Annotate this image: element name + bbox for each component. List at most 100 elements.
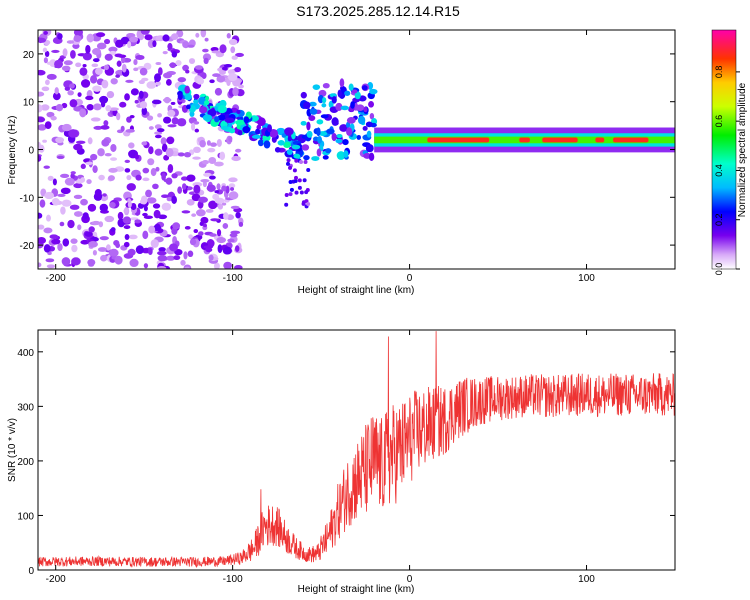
spectral-blob [361,85,368,91]
spectral-blob [44,121,52,130]
colorbar-frame [711,29,737,270]
spectral-blob [73,182,83,189]
spectral-blob [312,84,321,91]
spectral-blob [311,156,320,161]
spectral-blob [231,55,238,60]
spectral-blob [288,180,293,185]
spectral-blob [286,158,291,163]
spectral-blob [88,241,98,248]
spectral-blob [154,124,162,130]
colorbar-tick-label: 0.4 [714,164,724,177]
spectral-blob [91,63,99,68]
spectral-blob [316,148,322,157]
colorbar: 0.0 0.2 0.4 0.6 0.8 Normalized spectral ampl… [711,29,748,275]
spectral-blob [101,197,107,202]
spectral-blob [339,78,345,88]
spectral-blob [226,33,231,39]
spectral-blob [191,122,196,131]
spectral-blob [184,93,192,101]
spectral-blob [368,152,375,161]
spectral-blob [46,111,55,118]
spectral-blob [167,124,177,128]
figure-title: S173.2025.285.12.14.R15 [296,3,460,19]
spectral-blob [301,201,306,206]
spectral-blob [104,53,113,61]
spectral-blob [103,120,109,126]
spectral-blob [107,175,115,181]
spectral-blob [121,63,127,73]
spectral-blob [72,43,80,49]
spectral-blob [165,78,172,86]
spectral-blob [124,159,131,163]
y-tick-label: 400 [17,348,34,359]
spectral-blob [38,236,47,244]
spectral-blob [127,201,132,208]
spectral-blob [100,125,110,130]
spectral-blob [154,148,163,156]
spectral-blob [86,104,94,111]
spectral-blob [55,137,65,144]
spectral-blob [135,245,144,255]
spectral-blob [93,103,102,111]
spectral-blob [38,212,43,219]
spectral-blob [163,116,172,124]
spectral-blob [129,217,139,221]
spectral-blob [146,197,157,204]
spectral-blob [369,112,375,120]
spectral-blob [309,108,318,115]
spectral-blob [154,134,162,139]
spectral-blob [82,64,87,68]
spectral-blob [210,218,220,222]
spectral-blob [267,124,272,133]
spectral-blob [297,178,302,183]
spectral-blob [60,173,70,179]
spectral-blob [306,202,311,207]
spectral-blob [61,123,72,132]
spectral-blob [202,48,209,53]
spectral-blob [200,216,209,224]
spectral-blob [43,57,48,64]
spectral-blob [255,128,261,135]
spectral-blob [98,174,105,181]
spectral-blob [115,39,124,48]
spectral-blob [69,204,80,210]
spectral-blob [322,82,330,89]
spectral-blob [133,59,138,66]
spectral-blob [129,114,135,119]
spectral-blob [130,88,139,96]
spectral-blob [224,117,235,124]
spectral-blob [300,121,307,126]
spectral-blob [219,151,226,161]
spectral-blob [303,159,308,164]
spectral-blob [274,147,281,153]
spectral-blob [70,49,76,59]
spectral-blob [189,111,195,117]
spectral-blob [216,139,222,147]
spectral-blob [214,190,220,194]
spectral-blob [325,148,332,154]
spectral-blob [339,124,348,132]
spectral-blob [105,105,112,112]
spectral-blob [256,124,262,130]
spectral-blob [87,137,93,145]
spectral-blob [316,119,324,125]
spectral-blob [209,233,217,237]
spectral-blob [302,178,307,183]
spectral-blob [80,198,88,206]
spectral-blob [162,34,170,42]
spectral-blob [101,138,110,147]
spectral-blob [216,237,227,244]
x-tick-label: -100 [223,574,243,585]
spectral-blob [192,156,201,160]
spectral-blob [228,135,233,142]
spectral-blob [124,168,131,173]
spectral-blob [177,186,183,194]
colorbar-gradient [712,30,736,269]
spectral-blob [161,202,172,211]
spectral-blob [64,177,75,186]
spectral-blob [344,90,351,96]
spectral-blob [214,197,225,204]
spectral-blob [208,200,218,210]
spectral-blob [44,191,55,200]
